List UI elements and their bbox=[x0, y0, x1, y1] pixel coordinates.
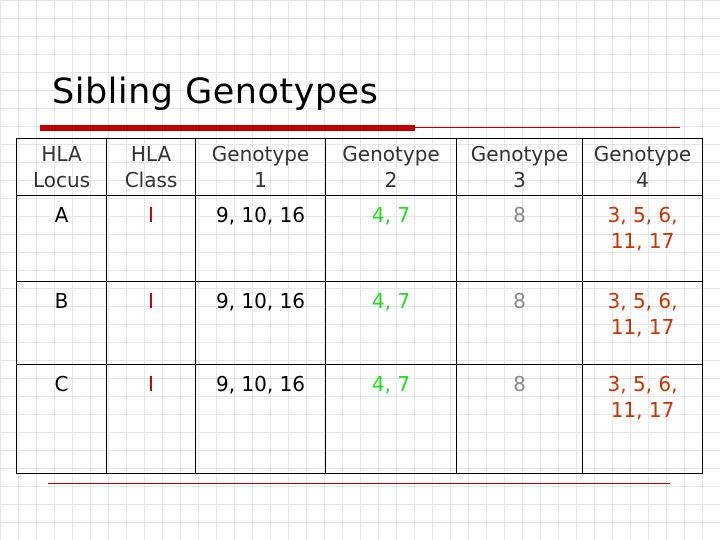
cell-genotype-2: 4, 7 bbox=[325, 281, 457, 365]
cell-genotype-3: 8 bbox=[456, 281, 583, 365]
table-row: B I 9, 10, 16 4, 7 8 3, 5, 6, 11, 17 bbox=[16, 281, 703, 365]
header-genotype-2: Genotype 2 bbox=[325, 138, 457, 196]
cell-genotype-1: 9, 10, 16 bbox=[195, 281, 326, 365]
cell-genotype-4: 3, 5, 6, 11, 17 bbox=[582, 281, 703, 365]
cell-genotype-2: 4, 7 bbox=[325, 195, 457, 282]
cell-genotype-4: 3, 5, 6, 11, 17 bbox=[582, 364, 703, 474]
cell-genotype-4: 3, 5, 6, 11, 17 bbox=[582, 195, 703, 282]
title-underline-line bbox=[40, 127, 680, 128]
cell-class: I bbox=[106, 364, 196, 474]
cell-genotype-3: 8 bbox=[456, 364, 583, 474]
cell-genotype-1: 9, 10, 16 bbox=[195, 195, 326, 282]
header-genotype-3: Genotype 3 bbox=[456, 138, 583, 196]
table-row: C I 9, 10, 16 4, 7 8 3, 5, 6, 11, 17 bbox=[16, 364, 703, 474]
cell-genotype-3: 8 bbox=[456, 195, 583, 282]
slide-title: Sibling Genotypes bbox=[52, 72, 379, 112]
cell-locus: C bbox=[16, 364, 107, 474]
header-genotype-1: Genotype 1 bbox=[195, 138, 326, 196]
cell-locus: B bbox=[16, 281, 107, 365]
header-genotype-4: Genotype 4 bbox=[582, 138, 703, 196]
cell-class: I bbox=[106, 195, 196, 282]
table-header-row: HLA Locus HLA Class Genotype 1 Genotype 2 Ge… bbox=[16, 138, 703, 196]
cell-locus: A bbox=[16, 195, 107, 282]
cell-genotype-2: 4, 7 bbox=[325, 364, 457, 474]
title-underline-bar bbox=[40, 125, 415, 131]
cell-genotype-1: 9, 10, 16 bbox=[195, 364, 326, 474]
table-row: A I 9, 10, 16 4, 7 8 3, 5, 6, 11, 17 bbox=[16, 195, 703, 282]
header-hla-locus: HLA Locus bbox=[16, 138, 107, 196]
sibling-genotypes-table: HLA Locus HLA Class Genotype 1 Genotype 2 Ge… bbox=[16, 138, 703, 474]
header-hla-class: HLA Class bbox=[106, 138, 196, 196]
cell-class: I bbox=[106, 281, 196, 365]
bottom-divider-line bbox=[48, 483, 670, 484]
